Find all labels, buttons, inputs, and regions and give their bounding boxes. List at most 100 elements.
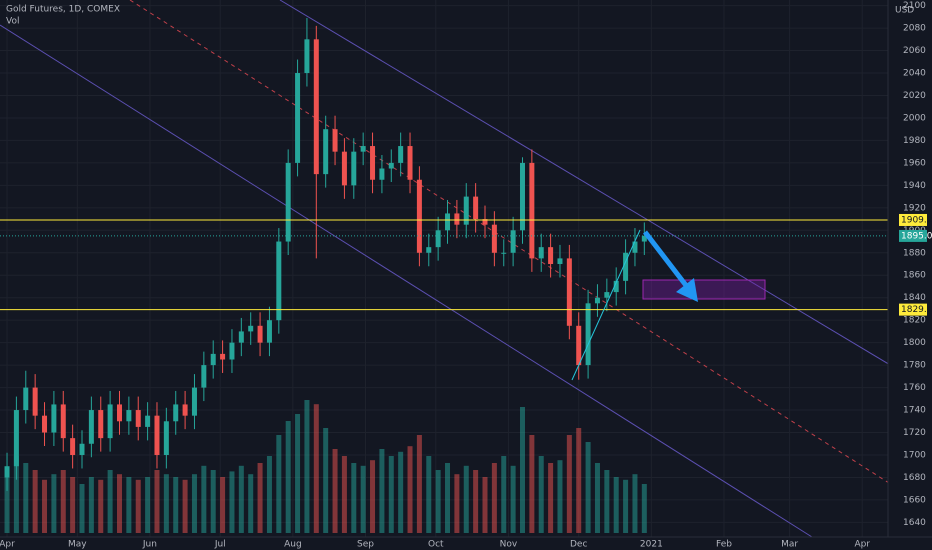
candle-body (594, 297, 600, 304)
candle-body (426, 247, 432, 253)
volume-bar (145, 477, 151, 533)
volume-bar (304, 400, 310, 533)
candle-body (604, 292, 610, 298)
y-tick-label: 1800 (903, 338, 926, 348)
volume-bar (341, 456, 347, 533)
candle-body (454, 213, 460, 225)
level-label: 1829.4 (901, 305, 932, 315)
volume-bar (295, 414, 301, 533)
volume-bar (42, 479, 48, 533)
volume-bar (594, 463, 600, 533)
y-tick-label: 1740 (903, 406, 926, 416)
y-tick-label: 1840 (903, 293, 926, 303)
volume-bar (398, 451, 404, 533)
candle-body (379, 168, 385, 180)
candle-body (332, 129, 338, 152)
volume-bar (13, 456, 19, 533)
candle-body (388, 162, 394, 169)
volume-bar (98, 479, 104, 533)
channel-lower (0, 24, 813, 538)
candle-body (529, 162, 535, 259)
candle-body (201, 365, 207, 388)
candle-body (407, 146, 413, 180)
volume-bar (351, 463, 357, 533)
volume-bar (538, 456, 544, 533)
y-tick-label: 1980 (903, 136, 926, 146)
y-tick-label: 2100 (903, 1, 926, 11)
y-tick-label: 1820 (903, 316, 926, 326)
volume-bar (126, 477, 132, 533)
volume-bar (463, 465, 469, 533)
volume-bar (201, 465, 207, 533)
candle-body (285, 162, 291, 242)
candle-body (304, 39, 310, 74)
y-tick-label: 1720 (903, 428, 926, 438)
volume-bar (266, 456, 272, 533)
candle-body (313, 39, 319, 175)
x-tick-label: Nov (500, 540, 518, 550)
y-tick-label: 2060 (903, 46, 926, 56)
volume-bar (107, 470, 113, 533)
volume-bar (313, 404, 319, 533)
x-tick-label: Feb (716, 540, 732, 550)
candle-body (482, 219, 488, 225)
x-tick-label: Sep (357, 540, 374, 550)
volume-bar (407, 446, 413, 533)
volume-bar (116, 474, 122, 533)
horizontal-levels (0, 219, 888, 311)
y-tick-label: 1940 (903, 181, 926, 191)
volume-bar (360, 465, 366, 533)
currency: USD (895, 6, 914, 16)
candle-body (585, 303, 591, 366)
candle-body (145, 415, 151, 427)
candle-body (276, 241, 282, 321)
candle-body (473, 196, 479, 220)
chart-title: Gold Futures, 1D, COMEX (6, 5, 120, 15)
candle-body (238, 331, 244, 343)
y-tick-label: 2080 (903, 24, 926, 34)
candle-body (23, 387, 29, 411)
volume-bar (613, 477, 619, 533)
volume-bar (276, 435, 282, 533)
candle-body (60, 404, 66, 439)
y-tick-label: 1760 (903, 383, 926, 393)
volume-bar (210, 470, 216, 533)
volume-bar (229, 471, 235, 533)
candle-body (538, 247, 544, 259)
candle-body (295, 73, 301, 163)
level-label-bg (899, 213, 927, 226)
y-tick-label: 2040 (903, 69, 926, 79)
candle-body (463, 196, 469, 225)
y-tick-label: 1920 (903, 203, 926, 213)
candle-body (154, 415, 160, 455)
volume-bar (51, 474, 57, 533)
volume-bar (548, 463, 554, 533)
x-tick-label: Apr (854, 540, 870, 550)
volume-bar (332, 449, 338, 533)
x-tick-label: May (68, 540, 87, 550)
volume-label: Vol (6, 17, 19, 27)
target-zone (642, 279, 766, 300)
candle-body (116, 404, 122, 422)
trend-line (571, 229, 641, 381)
volume-bars (4, 400, 647, 533)
x-tick-label: Apr (0, 540, 15, 550)
candle-body (135, 410, 141, 427)
x-tick-label: Dec (570, 540, 587, 550)
volume-bar (323, 428, 329, 533)
volume-bar (491, 463, 497, 533)
last-price-bg (899, 229, 927, 242)
volume-bar (529, 435, 535, 533)
volume-bar (154, 470, 160, 533)
volume-bar (285, 421, 291, 533)
volume-bar (623, 479, 629, 533)
y-tick-label: 1640 (903, 518, 926, 528)
x-tick-label: 2021 (640, 540, 663, 550)
candle-body (623, 252, 629, 281)
volume-bar (454, 474, 460, 533)
volume-bar (604, 470, 610, 533)
candle-body (491, 224, 497, 253)
volume-bar (32, 470, 38, 533)
y-tick-label: 2000 (903, 113, 926, 123)
